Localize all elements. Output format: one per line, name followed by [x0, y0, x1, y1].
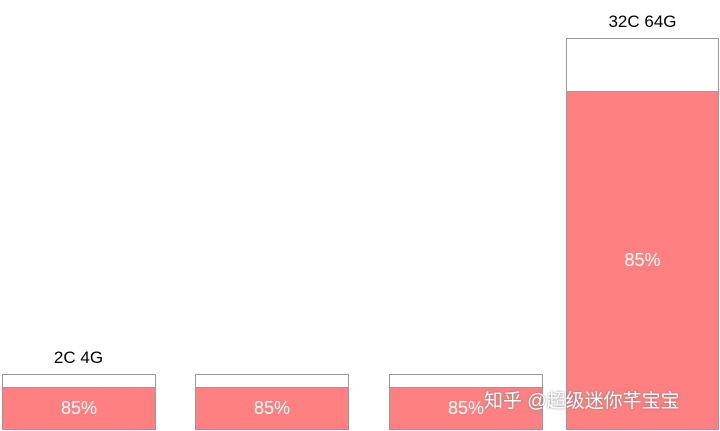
- bar-4-fill: 85%: [567, 91, 718, 429]
- bar-1: 85%: [2, 374, 156, 430]
- bar-3-fill: 85%: [390, 387, 542, 429]
- bar-4-label: 32C 64G: [608, 12, 677, 31]
- bar-2: 85%: [195, 374, 349, 430]
- bar-4-value: 85%: [624, 250, 661, 270]
- bar-2-value: 85%: [253, 398, 291, 418]
- bar-1-value: 85%: [60, 398, 98, 418]
- bar-4: 85%: [566, 38, 719, 430]
- bar-1-fill: 85%: [3, 387, 155, 429]
- watermark: 知乎 @超级迷你芊宝宝: [484, 391, 680, 412]
- bar-3: 85%: [389, 374, 543, 430]
- bar-3-value: 85%: [447, 398, 485, 418]
- bar-1-label: 2C 4G: [53, 348, 104, 367]
- bar-2-fill: 85%: [196, 387, 348, 429]
